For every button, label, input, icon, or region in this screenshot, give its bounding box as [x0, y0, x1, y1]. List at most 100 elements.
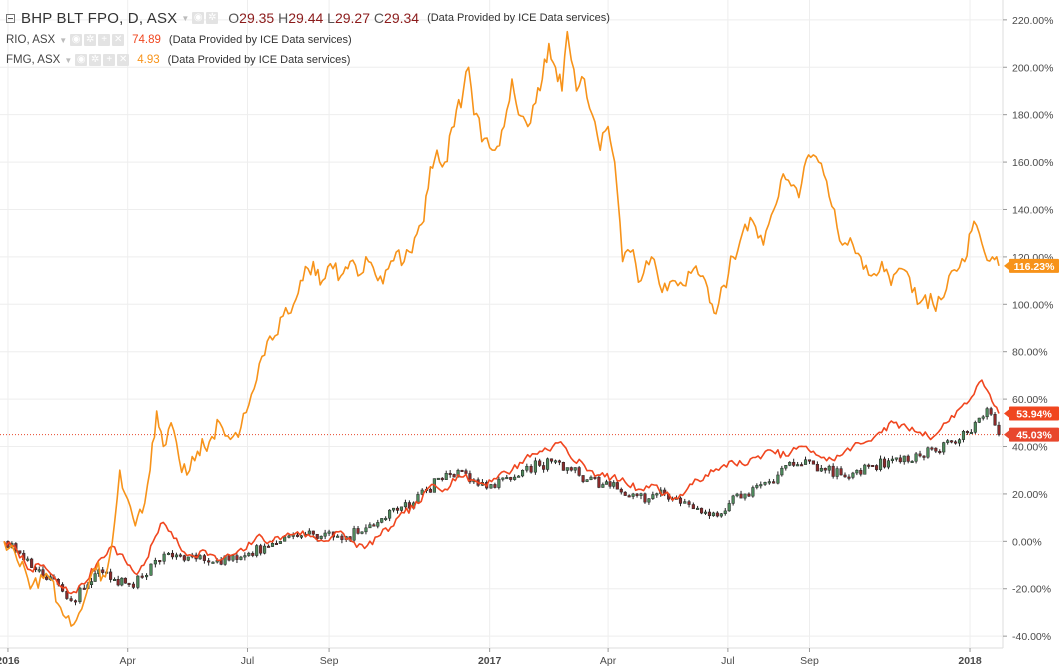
- candle-body: [521, 469, 525, 477]
- collapse-icon[interactable]: [6, 13, 15, 23]
- candle-body: [918, 453, 922, 457]
- candle-body: [823, 467, 827, 471]
- candle-body: [26, 558, 30, 561]
- close-icon[interactable]: ✕: [112, 34, 125, 46]
- compare-provider: (Data Provided by ICE Data services): [168, 34, 352, 46]
- compare-symbol[interactable]: FMG, ASX: [6, 54, 61, 66]
- candle-body: [950, 440, 954, 443]
- candle-body: [581, 475, 585, 482]
- candle-body: [938, 451, 942, 454]
- candle-body: [295, 534, 300, 537]
- candle-body: [772, 481, 776, 484]
- candle-body: [898, 457, 902, 463]
- candle-body: [735, 493, 739, 497]
- candle-body: [843, 474, 847, 478]
- eye-icon[interactable]: ◉: [192, 12, 205, 24]
- candle-body: [69, 598, 73, 601]
- candle-body: [977, 417, 981, 423]
- candle-body: [792, 461, 796, 466]
- price-badge-bg: [1009, 427, 1059, 442]
- caret-down-icon[interactable]: ▼: [181, 13, 190, 23]
- candle-body: [961, 431, 966, 440]
- candle-body: [894, 457, 898, 460]
- x-tick-label: Sep: [800, 655, 819, 667]
- candle-body: [678, 497, 683, 504]
- legend-compare-fmg: FMG, ASX ▼ ◉ ✲ + ✕ 4.93 (Data Provided b…: [6, 50, 610, 70]
- candle-body: [827, 465, 831, 471]
- candle-body: [311, 530, 315, 535]
- price-badge-bg: [1009, 258, 1059, 273]
- candle-body: [239, 556, 243, 560]
- candle-body: [811, 460, 815, 465]
- candle-body: [356, 528, 360, 534]
- candle-body: [604, 481, 609, 485]
- caret-down-icon[interactable]: ▼: [64, 55, 73, 65]
- candle-body: [731, 495, 735, 504]
- close-key: C: [373, 10, 385, 26]
- candle-body: [352, 528, 356, 541]
- plus-icon[interactable]: +: [103, 54, 116, 66]
- candle-body: [796, 464, 800, 467]
- candle-body: [323, 532, 327, 537]
- candle-body: [198, 555, 202, 560]
- candle-body: [287, 535, 291, 538]
- close-icon[interactable]: ✕: [117, 54, 130, 66]
- candle-body: [946, 440, 950, 443]
- candle-body: [259, 545, 263, 554]
- candle-body: [517, 475, 521, 478]
- candle-body: [882, 458, 887, 468]
- candle-body: [263, 545, 267, 554]
- eye-icon[interactable]: ◉: [75, 54, 88, 66]
- candle-body: [707, 511, 711, 517]
- plus-icon[interactable]: +: [98, 34, 111, 46]
- candle-body: [788, 461, 792, 466]
- candle-body: [819, 467, 823, 472]
- close-value: 29.34: [384, 10, 420, 26]
- settings-icon[interactable]: ✲: [206, 12, 219, 24]
- eye-icon[interactable]: ◉: [70, 34, 83, 46]
- candle-body: [93, 573, 97, 582]
- price-badge: 53.94%: [1004, 406, 1059, 421]
- candle-body: [871, 465, 875, 468]
- caret-down-icon[interactable]: ▼: [59, 35, 68, 45]
- settings-icon[interactable]: ✲: [89, 54, 102, 66]
- candle-body: [207, 560, 211, 563]
- open-key: O: [228, 10, 240, 26]
- candle-body: [65, 591, 69, 599]
- candle-body: [577, 467, 581, 476]
- candle-body: [696, 507, 700, 510]
- candle-body: [954, 441, 958, 444]
- compare-symbol[interactable]: RIO, ASX: [6, 34, 56, 46]
- candle-body: [315, 533, 319, 539]
- candle-body: [655, 493, 659, 496]
- candle-body: [800, 464, 804, 467]
- candle-body: [170, 552, 175, 558]
- candle-body: [647, 498, 651, 503]
- x-tick-label: 2016: [0, 655, 20, 667]
- y-tick-label: 60.00%: [1012, 394, 1048, 406]
- candle-body: [140, 575, 144, 578]
- settings-icon[interactable]: ✲: [84, 34, 97, 46]
- candle-body: [546, 458, 550, 470]
- candle-body: [525, 465, 529, 471]
- candle-body: [651, 494, 655, 499]
- candle-body: [639, 493, 643, 496]
- legend-compare-rio: RIO, ASX ▼ ◉ ✲ + ✕ 74.89 (Data Provided …: [6, 30, 610, 50]
- candle-body: [360, 531, 364, 534]
- candle-body: [45, 576, 49, 580]
- y-tick-label: 140.00%: [1012, 204, 1053, 216]
- candle-body: [340, 535, 344, 540]
- series-rio-line: [3, 379, 1000, 595]
- main-symbol[interactable]: BHP BLT FPO, D, ASX: [21, 9, 178, 27]
- candle-body: [727, 503, 731, 512]
- candle-body: [715, 512, 719, 517]
- price-badge-label: 45.03%: [1016, 430, 1052, 442]
- candle-body: [703, 511, 708, 514]
- y-tick-label: 80.00%: [1012, 347, 1048, 359]
- candle-body: [448, 473, 452, 476]
- candle-body: [307, 530, 311, 535]
- high-key: H: [278, 10, 289, 26]
- open-value: 29.35: [239, 10, 275, 26]
- y-tick-label: 40.00%: [1012, 442, 1048, 454]
